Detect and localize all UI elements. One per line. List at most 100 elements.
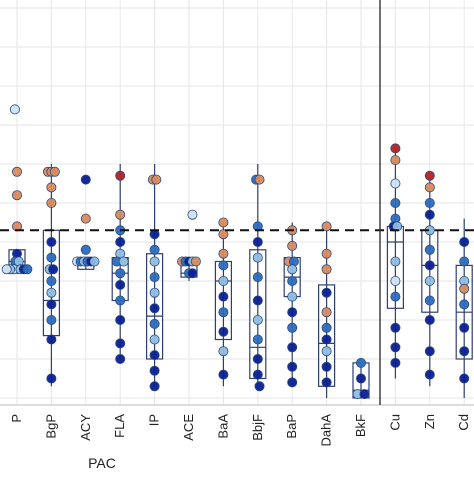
data-point-BbjF	[252, 236, 263, 247]
data-point-BkF	[355, 373, 366, 384]
data-point-Cu	[390, 291, 401, 302]
data-point-BbjF	[252, 272, 263, 283]
data-point-BaA	[218, 229, 229, 240]
data-point-BaP	[287, 240, 298, 251]
data-point-BaA	[218, 369, 229, 380]
data-point-BaA	[218, 275, 229, 286]
data-point-DahA	[321, 287, 332, 298]
data-point-DahA	[321, 264, 332, 275]
data-point-DahA	[321, 334, 332, 345]
data-point-IP	[149, 350, 160, 361]
data-point-BaP	[287, 377, 298, 388]
data-point-FLA	[115, 353, 126, 364]
data-point-FLA	[115, 338, 126, 349]
tick-label-BbjF: BbjF	[250, 414, 265, 441]
tick-label-Cd: Cd	[456, 414, 471, 431]
data-point-BbjF	[252, 295, 263, 306]
data-point-ACE	[190, 256, 201, 267]
data-point-BgP	[46, 275, 57, 286]
data-point-BbjF	[252, 334, 263, 345]
tick-label-BaP: BaP	[284, 414, 299, 439]
data-point-Cu	[390, 275, 401, 286]
data-point-BaP	[287, 307, 298, 318]
data-point-DahA	[321, 377, 332, 388]
data-point-Cd	[459, 283, 470, 294]
data-point-IP	[149, 244, 160, 255]
data-point-BbjF	[252, 252, 263, 263]
data-point-ACY	[80, 244, 91, 255]
data-point-BaP	[287, 322, 298, 333]
data-point-Zn	[424, 275, 435, 286]
data-point-FLA	[115, 170, 126, 181]
data-point-Cu	[390, 256, 401, 267]
tick-label-IP: IP	[147, 414, 162, 426]
tick-label-BkF: BkF	[353, 414, 368, 437]
tick-label-BgP: BgP	[43, 414, 58, 439]
tick-label-DahA: DahA	[319, 414, 334, 447]
data-point-Zn	[424, 369, 435, 380]
data-point-IP	[151, 174, 162, 185]
data-point-BaP	[287, 275, 298, 286]
data-point-Zn	[424, 244, 435, 255]
data-point-FLA	[118, 256, 129, 267]
data-point-BgP	[46, 299, 57, 310]
tick-label-Cu: Cu	[387, 414, 402, 431]
data-point-DahA	[321, 248, 332, 259]
data-point-IP	[149, 256, 160, 267]
data-point-BaP	[287, 361, 298, 372]
data-point-P	[11, 190, 22, 201]
data-point-Cu	[390, 143, 401, 154]
data-point-Zn	[424, 209, 435, 220]
data-point-FLA	[115, 279, 126, 290]
data-point-IP	[149, 272, 160, 283]
data-point-Cd	[459, 256, 470, 267]
data-point-DahA	[321, 346, 332, 357]
data-point-IP	[149, 287, 160, 298]
data-point-BgP	[46, 252, 57, 263]
data-point-IP	[149, 318, 160, 329]
data-point-IP	[149, 334, 160, 345]
data-point-ACE	[187, 209, 198, 220]
data-point-BgP	[46, 197, 57, 208]
grid-layer	[0, 0, 474, 406]
data-point-BaA	[218, 326, 229, 337]
data-point-Cu	[390, 155, 401, 166]
data-point-Zn	[424, 170, 435, 181]
data-point-Cd	[459, 236, 470, 247]
data-point-BgP	[46, 314, 57, 325]
data-point-BaA	[218, 291, 229, 302]
data-point-FLA	[115, 314, 126, 325]
data-point-Zn	[424, 295, 435, 306]
data-point-FLA	[115, 236, 126, 247]
data-point-BaP	[287, 264, 298, 275]
tick-label-FLA: FLA	[112, 414, 127, 438]
data-point-Cd	[459, 346, 470, 357]
group-label-pac: PAC	[88, 455, 116, 471]
data-point-Cu	[390, 197, 401, 208]
data-point-Cd	[459, 299, 470, 310]
tick-label-BaA: BaA	[215, 414, 230, 439]
data-point-ACY	[80, 174, 91, 185]
data-point-BkF	[359, 389, 370, 400]
data-point-FLA	[115, 268, 126, 279]
data-point-Cd	[459, 322, 470, 333]
data-point-Zn	[424, 346, 435, 357]
data-point-BgP	[49, 166, 60, 177]
box-layer	[8, 148, 473, 399]
data-point-BgP	[46, 334, 57, 345]
data-point-BgP	[46, 287, 57, 298]
data-point-BaA	[218, 217, 229, 228]
tick-label-ACE: ACE	[181, 414, 196, 441]
data-point-ACY	[89, 256, 100, 267]
data-point-BgP	[46, 182, 57, 193]
data-point-BbjF	[254, 174, 265, 185]
data-point-BgP	[48, 264, 59, 275]
label-layer: PAC P BgP ACY FLA IP ACE BaA BbjF BaP DahA BkF Cu Zn…	[9, 414, 471, 471]
data-point-Cu	[390, 357, 401, 368]
data-point-P	[1, 264, 12, 275]
data-point-DahA	[321, 307, 332, 318]
data-point-DahA	[321, 221, 332, 232]
data-point-P	[9, 104, 20, 115]
tick-label-Zn: Zn	[422, 414, 437, 429]
